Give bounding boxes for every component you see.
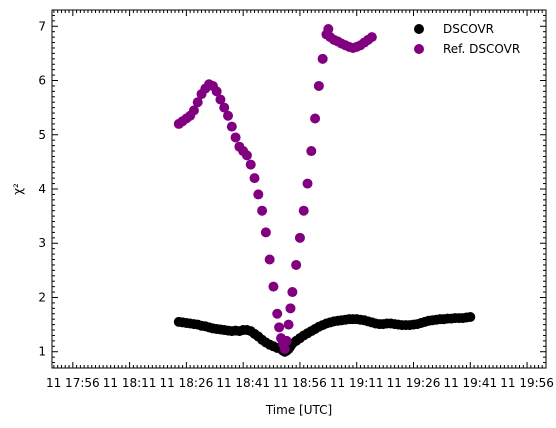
data-point — [192, 97, 203, 108]
data-point — [226, 121, 237, 132]
data-point — [279, 344, 290, 355]
data-point — [294, 232, 305, 243]
data-point — [310, 113, 321, 124]
x-tick-label: 11 18:26 — [160, 376, 214, 390]
x-tick-label: 11 19:26 — [387, 376, 441, 390]
data-point — [465, 312, 476, 323]
x-tick-label: 11 19:11 — [330, 376, 384, 390]
x-axis: 11 17:56 11 18:11 11 18:26 11 18:41 11 18:56… — [46, 10, 554, 390]
series-dscovr — [173, 312, 476, 357]
data-point — [219, 102, 230, 113]
data-point — [287, 287, 298, 298]
data-point — [283, 319, 294, 330]
data-point — [274, 322, 285, 333]
data-point — [268, 281, 279, 292]
data-point — [291, 259, 302, 270]
data-point — [249, 173, 260, 184]
data-point — [323, 23, 334, 34]
y-tick-label: 4 — [38, 182, 46, 196]
y-tick-label: 1 — [38, 345, 46, 359]
data-point — [253, 189, 264, 200]
plot-area: 11 17:56 11 18:11 11 18:26 11 18:41 11 18:56… — [38, 9, 554, 390]
data-point — [260, 227, 271, 238]
data-point — [241, 150, 252, 161]
data-point — [313, 80, 324, 91]
legend-marker — [414, 24, 424, 34]
x-tick-label: 11 19:56 — [500, 376, 554, 390]
y-tick-label: 3 — [38, 236, 46, 250]
y-tick-label: 2 — [38, 290, 46, 304]
x-tick-label: 11 17:56 — [46, 376, 100, 390]
legend: DSCOVR Ref. DSCOVR — [414, 22, 520, 56]
legend-label: DSCOVR — [443, 22, 494, 36]
data-point — [230, 132, 241, 143]
data-point — [211, 86, 222, 97]
y-tick-label: 5 — [38, 128, 46, 142]
series-ref-dscovr — [173, 23, 377, 355]
data-point — [281, 335, 292, 346]
y-tick-label: 6 — [38, 74, 46, 88]
x-axis-label: Time [UTC] — [265, 403, 332, 417]
legend-label: Ref. DSCOVR — [443, 42, 520, 56]
data-point — [245, 159, 256, 170]
y-axis-label: χ² — [11, 183, 25, 195]
x-tick-label: 11 18:41 — [216, 376, 270, 390]
data-point — [306, 146, 317, 157]
x-tick-label: 11 18:11 — [103, 376, 157, 390]
x-tick-label: 11 18:56 — [273, 376, 327, 390]
y-tick-label: 7 — [38, 19, 46, 33]
data-point — [215, 94, 226, 105]
data-point — [264, 254, 275, 265]
data-point — [298, 205, 309, 216]
data-point — [272, 308, 283, 319]
series-layer — [173, 23, 476, 357]
y-axis: 1 2 3 4 5 6 7 — [38, 9, 546, 369]
data-point — [257, 205, 268, 216]
data-point — [317, 53, 328, 64]
data-point — [285, 303, 296, 314]
data-point — [366, 32, 377, 43]
data-point — [223, 110, 234, 121]
data-point — [302, 178, 313, 189]
legend-marker — [414, 44, 424, 54]
x-tick-label: 11 19:41 — [443, 376, 497, 390]
data-point — [188, 105, 199, 116]
